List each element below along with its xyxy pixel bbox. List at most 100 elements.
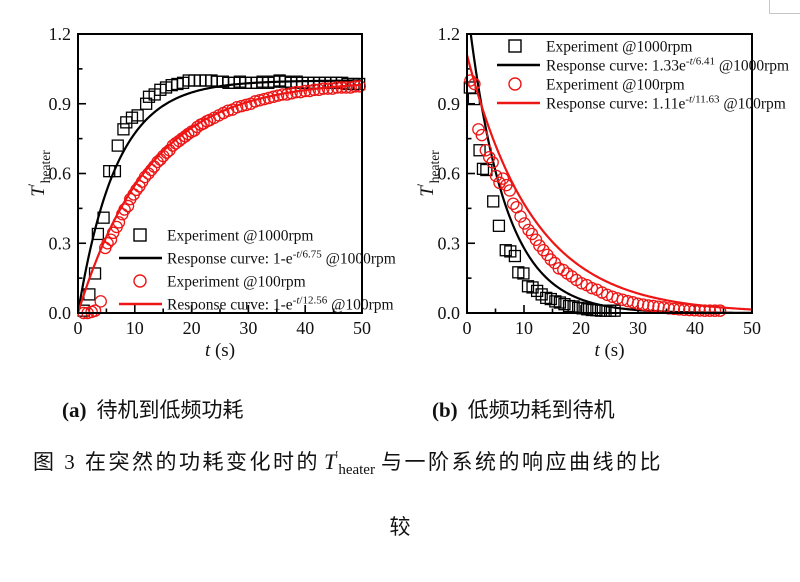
square-marker <box>508 249 522 263</box>
legend-entry-label: Experiment @100rpm <box>546 77 685 94</box>
subcaption-a-label: (a) <box>62 398 87 422</box>
circle-marker <box>708 304 722 317</box>
y-tick-label: 0.9 <box>438 94 461 114</box>
square-marker <box>476 162 490 176</box>
square-marker <box>504 245 517 258</box>
y-tick-label: 0.3 <box>438 233 461 253</box>
x-tick-label: 0 <box>463 318 472 338</box>
legend-circle-marker <box>133 274 147 288</box>
response-curve-black <box>78 79 362 313</box>
response-curve-red <box>467 54 752 311</box>
circle-marker <box>557 263 570 277</box>
x-tick-label: 10 <box>515 318 533 338</box>
square-marker <box>91 227 105 241</box>
y-tick-label: 0.6 <box>438 164 461 184</box>
x-tick-label: 0 <box>74 318 83 338</box>
x-tick-label: 30 <box>629 318 647 338</box>
square-marker <box>581 303 594 316</box>
circle-marker <box>636 298 650 311</box>
x-tick-label: 40 <box>686 318 704 338</box>
x-tick-label: 40 <box>296 318 314 338</box>
legend: Experiment @1000rpm Response curve: 1-e-t… <box>119 228 396 314</box>
y-tick-label: 0.9 <box>49 94 72 114</box>
circle-marker <box>339 81 353 94</box>
y-tick-label: 1.2 <box>438 24 461 44</box>
square-marker <box>526 281 539 294</box>
square-marker <box>131 109 144 122</box>
circle-marker <box>94 295 107 308</box>
subcaption-b: (b) 低频功耗到待机 <box>432 394 615 424</box>
square-marker <box>492 219 506 232</box>
circle-marker <box>475 128 489 142</box>
circle-marker <box>537 243 550 257</box>
circle-marker <box>642 299 655 312</box>
circle-marker <box>464 74 477 87</box>
legend-circle-marker <box>508 77 522 91</box>
square-marker <box>540 291 553 305</box>
heater-subscript: heater <box>338 462 375 478</box>
subcaption-a: (a) 待机到低频功耗 <box>62 394 244 424</box>
x-tick-label: 30 <box>239 318 257 338</box>
x-tick-label: 50 <box>743 318 761 338</box>
circle-marker <box>672 303 686 316</box>
legend-entry-label: Response curve: 1-e-t/6.75 @1000rpm <box>167 249 396 268</box>
circle-marker <box>575 276 588 290</box>
y-tick-label: 0.3 <box>49 233 72 253</box>
subcaption-a-text: 待机到低频功耗 <box>96 398 244 422</box>
circle-marker <box>88 304 102 317</box>
experiment-points-red <box>464 74 727 317</box>
circle-marker <box>496 172 510 185</box>
figure-caption-suffix: 与一阶系统的响应曲线的比 <box>380 450 663 474</box>
figure-caption-prefix: 图 3 在突然的功耗变化时的 <box>33 450 320 474</box>
x-tick-label: 10 <box>126 318 144 338</box>
response-curve-red <box>78 83 362 313</box>
square-marker <box>535 288 548 301</box>
circle-marker <box>101 236 114 250</box>
square-marker <box>517 267 530 280</box>
y-axis-title: T′heater <box>414 150 442 197</box>
circle-marker <box>506 197 520 210</box>
x-axis-title: t (s) <box>594 340 624 361</box>
x-tick-label: 20 <box>572 318 590 338</box>
x-tick-label: 20 <box>183 318 201 338</box>
chart-b-step-down-response: 0 10 20 30 40 50 0.0 0.3 0.6 0.9 1.2 t (s) T′heater E… <box>414 24 789 361</box>
experiment-points-black <box>463 81 621 317</box>
circle-marker <box>514 210 527 223</box>
plot-frame <box>466 33 753 314</box>
circle-marker <box>647 299 660 313</box>
square-marker <box>111 139 124 152</box>
circle-marker <box>585 281 599 295</box>
square-marker <box>544 292 557 306</box>
square-marker <box>473 144 486 157</box>
x-tick-label: 50 <box>353 318 371 338</box>
t-heater-symbol: T′heater <box>324 449 375 478</box>
square-marker <box>549 295 562 308</box>
chart-a-step-up-response: 0 10 20 30 40 50 0.0 0.3 0.6 0.9 1.2 t (s) T′heater E… <box>25 24 396 361</box>
circle-marker <box>493 176 506 190</box>
circle-marker <box>713 304 727 317</box>
square-marker <box>108 165 122 178</box>
y-tick-label: 1.2 <box>49 24 72 44</box>
circle-marker <box>533 239 546 252</box>
y-tick-label: 0.0 <box>49 303 72 323</box>
page-corner-box <box>769 0 800 14</box>
square-marker <box>521 280 535 293</box>
legend-entry-label: Response curve: 1.33e-t/6.41 @1000rpm <box>546 56 789 75</box>
plot-frame <box>77 33 363 314</box>
y-axis-title: T′heater <box>25 150 53 197</box>
figure-caption-line1: 图 3 在突然的功耗变化时的 T′heater 与一阶系统的响应曲线的比 <box>33 446 797 479</box>
square-marker <box>117 123 130 136</box>
legend-entry-label: Experiment @1000rpm <box>167 228 313 245</box>
tick-labels: 0 10 20 30 40 50 0.0 0.3 0.6 0.9 1.2 <box>49 24 372 338</box>
circle-marker <box>479 143 493 157</box>
square-marker <box>558 298 571 311</box>
square-marker <box>480 163 493 177</box>
legend-square-marker <box>508 39 522 53</box>
legend-entry-label: Response curve: 1-e-t/12.56 @100rpm <box>167 295 394 314</box>
circle-marker <box>522 223 535 237</box>
square-marker <box>608 304 621 317</box>
square-marker <box>88 267 102 280</box>
prime-mark: ′ <box>335 449 339 464</box>
